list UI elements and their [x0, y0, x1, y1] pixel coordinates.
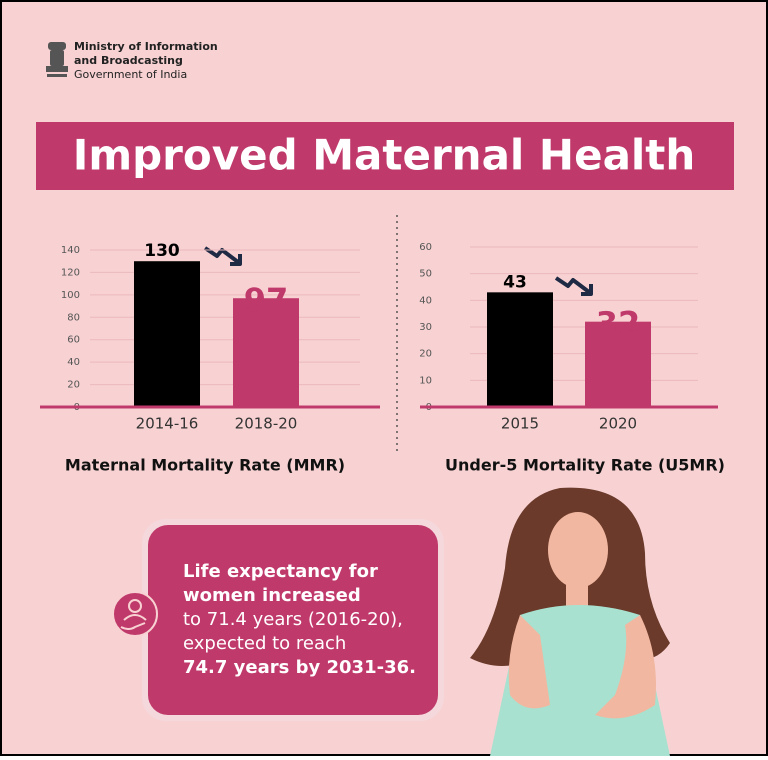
bar	[134, 261, 200, 407]
info-line: to 71.4 years (2016-20),	[183, 609, 403, 630]
y-tick-label: 30	[419, 322, 432, 333]
x-tick-label: 2014-16	[136, 415, 199, 433]
bar	[487, 292, 553, 407]
info-line: expected to reach	[183, 633, 346, 654]
x-tick-label: 2020	[599, 415, 637, 433]
header-line: and Broadcasting	[74, 54, 183, 67]
y-tick-label: 10	[419, 375, 432, 386]
y-tick-label: 140	[61, 245, 80, 256]
info-line: 74.7 years by 2031-36.	[183, 657, 416, 678]
chart-title: Under-5 Mortality Rate (U5MR)	[445, 456, 725, 475]
y-tick-label: 50	[419, 269, 432, 280]
y-tick-label: 20	[419, 349, 432, 360]
title: Improved Maternal Health	[73, 131, 696, 180]
x-tick-label: 2015	[501, 415, 539, 433]
value-label: 32	[596, 305, 641, 343]
value-label: 43	[503, 272, 527, 292]
header-line: Ministry of Information	[74, 40, 218, 53]
value-label: 130	[144, 241, 180, 261]
chart-title: Maternal Mortality Rate (MMR)	[65, 456, 345, 475]
y-tick-label: 60	[419, 242, 432, 253]
y-tick-label: 40	[419, 295, 432, 306]
y-tick-label: 80	[67, 312, 80, 323]
x-tick-label: 2018-20	[235, 415, 298, 433]
info-line: women increased	[183, 585, 361, 606]
y-tick-label: 60	[67, 335, 80, 346]
value-label: 97	[244, 281, 289, 319]
y-tick-label: 20	[67, 380, 80, 391]
health-icon	[113, 592, 157, 636]
y-tick-label: 120	[61, 267, 80, 278]
header-line: Government of India	[74, 68, 187, 81]
infographic: Ministry of Informationand BroadcastingG…	[0, 0, 768, 756]
y-tick-label: 100	[61, 290, 80, 301]
y-tick-label: 40	[67, 357, 80, 368]
info-line: Life expectancy for	[183, 561, 378, 582]
